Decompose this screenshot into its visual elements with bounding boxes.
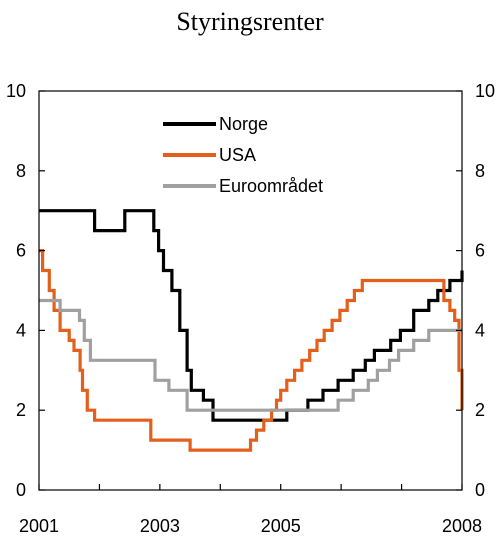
y-tick-label-left: 2 xyxy=(16,400,26,420)
legend: Norge USA Euroområdet xyxy=(163,114,323,196)
plot-area xyxy=(39,209,464,452)
x-tick-label: 2003 xyxy=(140,516,180,536)
y-tick-label-left: 10 xyxy=(6,81,26,101)
y-tick-label-right: 6 xyxy=(475,241,485,261)
y-tick-label-right: 4 xyxy=(475,320,485,340)
plot-frame xyxy=(38,90,463,491)
series-line-0 xyxy=(39,209,464,422)
chart-title: Styringsrenter xyxy=(176,7,324,36)
x-tick-label: 2005 xyxy=(261,516,301,536)
legend-label-1: USA xyxy=(219,145,256,165)
y-tick-label-left: 4 xyxy=(16,320,26,340)
axes: 0 0 2 2 4 4 6 6 8 8 10 10 2001 2003 2005 2008 xyxy=(6,81,495,536)
legend-label-2: Euroområdet xyxy=(219,176,323,196)
y-tick-label-right: 10 xyxy=(475,81,495,101)
y-tick-label-left: 8 xyxy=(16,161,26,181)
y-tick-label-right: 0 xyxy=(475,480,485,500)
series-line-2 xyxy=(39,298,462,412)
y-tick-label-right: 2 xyxy=(475,400,485,420)
x-tick-label: 2001 xyxy=(19,516,59,536)
series-line-1 xyxy=(39,249,464,452)
legend-label-0: Norge xyxy=(219,114,268,134)
y-tick-label-left: 6 xyxy=(16,241,26,261)
x-tick-label: 2008 xyxy=(442,516,482,536)
y-tick-label-right: 8 xyxy=(475,161,485,181)
y-tick-label-left: 0 xyxy=(16,480,26,500)
